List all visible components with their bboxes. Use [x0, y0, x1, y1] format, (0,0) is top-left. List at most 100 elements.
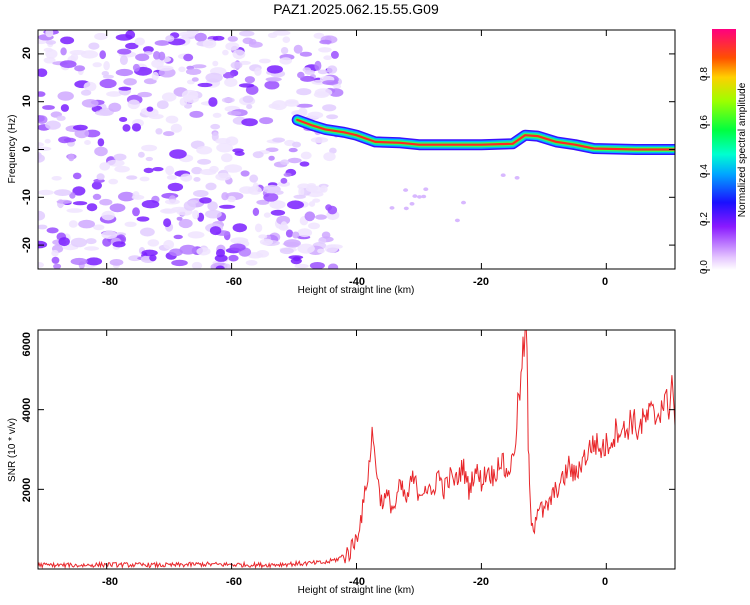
noise-blob: [72, 201, 88, 206]
noise-blob: [46, 227, 59, 234]
noise-blob: [80, 89, 92, 96]
noise-blob: [60, 47, 67, 56]
noise-blob: [263, 192, 279, 202]
noise-blob: [70, 257, 88, 266]
noise-blob: [99, 198, 113, 206]
noise-blob: [276, 215, 291, 225]
noise-blob: [325, 204, 332, 211]
noise-blob: [165, 115, 179, 124]
noise-blob: [305, 185, 318, 192]
noise-blob: [224, 77, 238, 87]
noise-blob: [239, 60, 251, 65]
noise-blob: [326, 114, 339, 120]
noise-blob: [264, 80, 280, 90]
noise-blob: [193, 177, 201, 182]
noise-blob: [132, 63, 140, 72]
noise-blob: [318, 237, 327, 245]
noise-blob: [293, 256, 301, 262]
noise-blob: [223, 72, 235, 79]
spectrogram-axes: [38, 30, 675, 269]
noise-blob: [58, 237, 70, 247]
noise-blob: [421, 194, 427, 199]
noise-blob: [38, 115, 48, 124]
noise-blob: [313, 32, 325, 39]
noise-blob: [263, 184, 281, 194]
noise-blob: [122, 124, 131, 132]
top-xtick-label: -40: [349, 276, 365, 288]
noise-blob: [181, 89, 199, 100]
noise-blob: [188, 199, 199, 204]
noise-blob: [284, 100, 300, 107]
noise-blob: [308, 201, 316, 207]
noise-blob: [211, 131, 219, 142]
top-x-axis-label: Height of straight line (km): [298, 285, 415, 296]
noise-blob: [43, 47, 53, 53]
noise-blob: [154, 40, 170, 46]
noise-blob: [141, 249, 158, 257]
noise-blob: [328, 88, 344, 97]
colorbar-gradient: [712, 29, 736, 270]
noise-blob: [287, 157, 302, 164]
noise-blob: [315, 214, 327, 220]
noise-blob: [232, 223, 247, 233]
noise-blob: [324, 244, 339, 253]
noise-blob: [151, 59, 164, 68]
noise-blob: [94, 109, 113, 116]
noise-blob: [293, 44, 303, 54]
noise-blob: [38, 142, 45, 147]
noise-blob: [221, 192, 229, 201]
colorbar-tick-label: 0.8: [699, 67, 710, 81]
noise-blob: [169, 248, 183, 257]
noise-blob: [292, 231, 300, 239]
noise-blob: [135, 53, 150, 62]
noise-blob: [254, 223, 263, 233]
noise-blob: [389, 206, 395, 210]
noise-blob: [53, 189, 72, 197]
noise-blob: [147, 239, 160, 247]
noise-blob: [178, 31, 197, 37]
noise-blob: [179, 244, 197, 255]
noise-blob: [242, 95, 254, 103]
noise-blob: [99, 162, 111, 171]
bottom-xtick-label: -80: [102, 576, 118, 588]
noise-blob: [202, 39, 217, 49]
colorbar-tick-label: 0.0: [699, 260, 710, 274]
noise-blob: [108, 102, 122, 113]
bottom-xtick-label: -40: [349, 576, 365, 588]
spectrogram-panel: -80 -60 -40 -20 0 Height of straight lin…: [7, 29, 676, 296]
noise-blob: [222, 49, 229, 56]
noise-blob: [279, 247, 294, 255]
noise-blob: [73, 124, 88, 131]
noise-blob: [101, 210, 115, 221]
noise-blob: [115, 68, 134, 77]
bottom-xtick-label: 0: [602, 576, 608, 588]
noise-blob: [514, 176, 520, 180]
noise-blob: [280, 221, 288, 230]
noise-blob: [94, 146, 108, 157]
noise-blob: [309, 262, 325, 269]
noise-blob: [266, 65, 283, 74]
noise-blob: [292, 141, 301, 148]
noise-blob: [152, 167, 164, 172]
noise-blob: [128, 255, 142, 262]
noise-blob: [72, 186, 86, 196]
noise-blob: [139, 176, 150, 182]
bottom-y-axis-label: SNR (10 * v/v): [7, 418, 18, 482]
noise-blob: [45, 40, 57, 45]
noise-blob: [194, 32, 207, 42]
noise-blob: [132, 191, 140, 199]
noise-blob: [124, 221, 137, 227]
noise-blob: [224, 164, 243, 173]
noise-blob: [43, 57, 56, 64]
top-ytick-label: 20: [21, 47, 33, 59]
noise-blob: [296, 103, 313, 108]
noise-blob: [232, 49, 246, 60]
noise-blob: [70, 237, 88, 248]
noise-blob: [227, 195, 236, 203]
noise-blob: [84, 140, 91, 145]
noise-blob: [249, 174, 259, 183]
noise-blob: [176, 216, 183, 221]
noise-blob: [93, 224, 105, 231]
top-xtick-label: -80: [102, 276, 118, 288]
noise-blob: [297, 71, 305, 79]
